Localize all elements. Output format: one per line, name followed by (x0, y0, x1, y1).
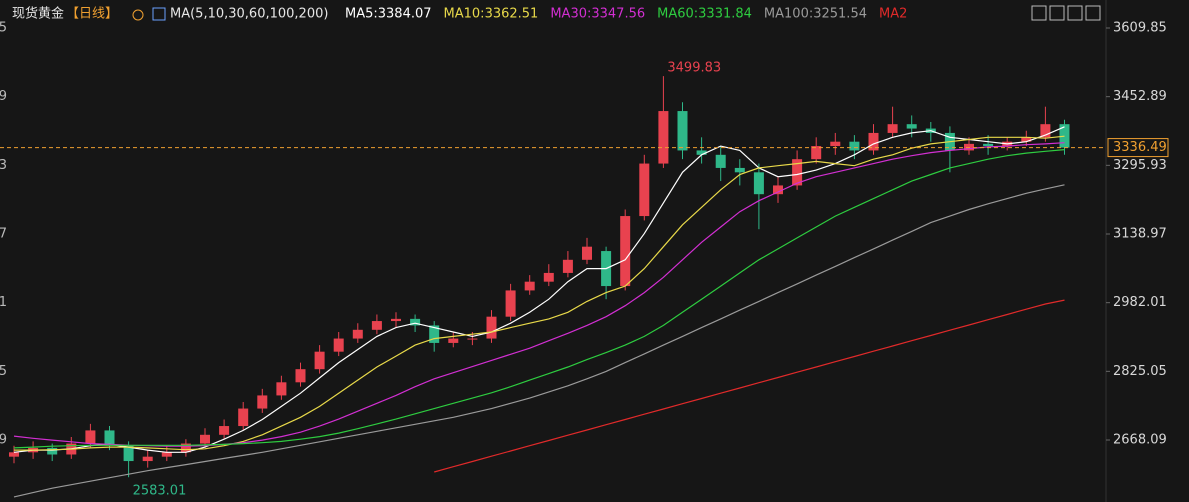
legend-entry: MA2 (879, 7, 907, 22)
candle-body (1021, 137, 1032, 142)
candle-body (677, 111, 688, 151)
candle-body (180, 443, 191, 453)
ma-line (13, 142, 1065, 447)
y-tick-label-left: 3452.89 (0, 89, 7, 104)
candle-body (257, 395, 268, 409)
y-tick-label: 3452.89 (1113, 89, 1167, 104)
candle-body (295, 369, 306, 383)
low-annotation: 2583.01 (133, 484, 187, 499)
candle-body (1040, 124, 1051, 138)
candle-body (620, 216, 631, 287)
candle-body (639, 163, 650, 217)
instrument-title: 现货黄金 (12, 6, 64, 22)
legend-entry: MA60:3331.84 (657, 7, 752, 22)
candle-body (314, 351, 325, 370)
ma-line (14, 135, 1065, 451)
candle-body (773, 185, 783, 195)
candle-body (582, 246, 592, 260)
ma-line (13, 149, 1065, 449)
last-price-box (1107, 138, 1169, 158)
candle-body (429, 325, 440, 343)
candle-body (543, 272, 554, 282)
candle-body (811, 146, 822, 160)
candle-body (467, 338, 478, 340)
candle-body (142, 456, 153, 462)
legend-entry: MA100:3251.54 (764, 7, 867, 22)
candle-body (734, 167, 745, 173)
candle-body (352, 329, 363, 339)
toolbar (1031, 5, 1101, 21)
y-tick-label: 2825.05 (1113, 364, 1167, 379)
y-tick-label-left: 2668.09 (0, 433, 7, 448)
candle-body (9, 452, 19, 457)
period-label[interactable]: 【日线】 (66, 7, 118, 22)
candle-body (276, 382, 287, 396)
candle-body (696, 150, 707, 155)
y-tick-label-left: 2825.05 (0, 364, 7, 379)
candle-body (505, 290, 516, 317)
candle-body (715, 154, 726, 168)
candle-body (219, 426, 230, 435)
candle-body (830, 141, 841, 147)
y-tick-label-left: 2982.01 (0, 295, 7, 310)
y-tick-label: 2668.09 (1113, 433, 1167, 448)
tool-icon[interactable] (1085, 5, 1101, 21)
candle-body (906, 124, 917, 129)
candle-body (123, 445, 134, 462)
candle-body (792, 159, 803, 186)
ma-icon[interactable] (152, 7, 166, 21)
tool-icon[interactable] (1067, 5, 1083, 21)
candle-body (562, 259, 573, 273)
candle-body (486, 316, 497, 339)
ma-line (13, 126, 1065, 453)
candle-body (849, 141, 860, 151)
high-annotation: 3499.83 (667, 61, 721, 76)
candle-body (104, 430, 115, 446)
candle-body (524, 281, 535, 291)
last-price-label: 3336.49 (1113, 140, 1167, 155)
tool-icon[interactable] (1049, 5, 1065, 21)
candle-body (887, 124, 898, 133)
y-tick-label-left: 3609.85 (0, 20, 7, 35)
candle-body (868, 132, 879, 151)
candle-body (1059, 124, 1070, 148)
legend-entry: MA5:3384.07 (345, 7, 432, 22)
candles (9, 76, 1070, 478)
y-tick-label-left: 3138.97 (0, 227, 7, 242)
y-tick-label: 2982.01 (1113, 295, 1167, 310)
candle-body (200, 434, 210, 444)
candle-body (658, 111, 669, 164)
y-tick-label: 3295.93 (1113, 158, 1167, 173)
ma-line (434, 299, 1065, 473)
candle-body (391, 318, 401, 322)
candle-body (371, 321, 382, 330)
candle-body (753, 172, 764, 195)
candle-body (238, 408, 249, 427)
tool-icon[interactable] (1031, 5, 1047, 21)
candle-body (333, 338, 344, 352)
candle-body (161, 452, 172, 457)
y-tick-label: 3609.85 (1113, 20, 1167, 35)
candle-body (410, 318, 421, 326)
legend-entry: MA30:3347.56 (550, 7, 645, 22)
settings-icon[interactable] (132, 9, 144, 21)
y-tick-label-left: 3295.93 (0, 158, 7, 173)
candle-body (47, 447, 58, 455)
legend-entry: MA10:3362.51 (444, 7, 539, 22)
ma-label: MA(5,10,30,60,100,200) (170, 7, 328, 22)
ma-line (13, 184, 1065, 498)
candle-body (448, 338, 459, 343)
candle-body (983, 143, 994, 147)
y-tick-label: 3138.97 (1113, 227, 1167, 242)
candle-body (85, 430, 96, 444)
